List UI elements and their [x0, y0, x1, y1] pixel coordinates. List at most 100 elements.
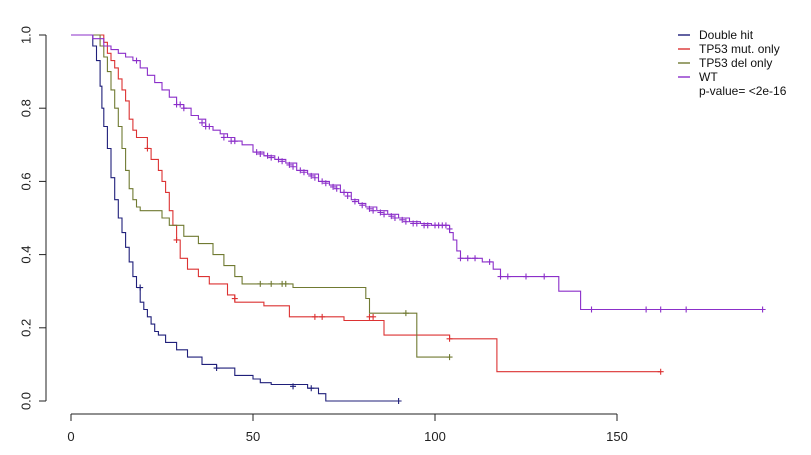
- legend-entry-wt: WT: [678, 70, 718, 84]
- censor-mark: [464, 255, 471, 262]
- censor-mark: [381, 211, 388, 218]
- y-tick-label: 0.0: [18, 392, 33, 410]
- censor-mark: [300, 169, 307, 176]
- censor-mark: [311, 174, 318, 181]
- p-value-annotation: p-value= <2e-16: [699, 84, 787, 98]
- censor-mark: [377, 209, 384, 216]
- censor-mark: [370, 207, 377, 214]
- censor-mark: [402, 218, 409, 225]
- legend: Double hit TP53 mut. only TP53 del only …: [678, 28, 787, 98]
- censor-mark: [683, 306, 690, 313]
- censor-mark: [133, 57, 140, 64]
- series-line-tp53-del-only: [71, 34, 450, 358]
- x-axis-ticks: 0 50 100 150: [67, 414, 628, 444]
- legend-label-wt: WT: [699, 70, 718, 84]
- censor-mark: [486, 258, 493, 265]
- legend-entry-tp53-del-only: TP53 del only: [678, 56, 772, 70]
- censor-mark: [395, 398, 402, 404]
- series-tp53-mut-only: [71, 34, 664, 375]
- censor-mark: [231, 138, 238, 145]
- censor-mark: [657, 368, 664, 375]
- censor-mark: [199, 119, 206, 126]
- censor-mark: [144, 145, 151, 152]
- censor-mark: [257, 280, 264, 287]
- censor-mark: [297, 167, 304, 174]
- censor-mark: [442, 222, 449, 229]
- censor-mark: [413, 220, 420, 227]
- censor-mark: [286, 161, 293, 168]
- censor-mark: [472, 255, 479, 262]
- legend-entry-tp53-mut-only: TP53 mut. only: [678, 42, 780, 56]
- censor-mark: [206, 123, 213, 130]
- censor-mark: [253, 149, 260, 156]
- censor-mark: [359, 202, 366, 209]
- censor-mark: [446, 335, 453, 342]
- y-tick-label: 0.4: [18, 246, 33, 264]
- censor-mark: [341, 189, 347, 196]
- censor-mark: [504, 273, 511, 280]
- censor-mark: [370, 313, 377, 320]
- censor-mark: [308, 172, 315, 179]
- x-tick-label: 0: [67, 429, 74, 444]
- censor-mark: [523, 273, 529, 280]
- legend-entry-double-hit: Double hit: [678, 28, 754, 42]
- censor-mark: [759, 306, 766, 313]
- series-double-hit: [71, 34, 402, 404]
- censor-mark: [344, 193, 351, 200]
- x-tick-label: 50: [246, 429, 260, 444]
- censor-mark: [657, 306, 664, 313]
- y-tick-label: 0.2: [18, 319, 33, 337]
- series-line-wt: [71, 34, 763, 311]
- censor-mark: [643, 306, 650, 313]
- y-tick-label: 0.8: [18, 99, 33, 117]
- series-line-tp53-mut-only: [71, 34, 661, 373]
- censor-mark: [391, 215, 398, 221]
- censor-mark: [333, 185, 340, 192]
- censor-mark: [290, 163, 297, 170]
- censor-mark: [268, 280, 275, 287]
- censor-mark: [351, 198, 358, 205]
- censor-mark: [319, 178, 326, 185]
- legend-label-tp53-mut-only: TP53 mut. only: [699, 42, 780, 56]
- censor-mark: [177, 101, 184, 108]
- plot-frame: [45, 35, 617, 415]
- censor-mark: [173, 236, 180, 243]
- censor-mark: [424, 222, 431, 229]
- censor-mark: [541, 273, 548, 280]
- y-tick-label: 1.0: [18, 26, 33, 44]
- censor-mark: [588, 306, 595, 313]
- censor-mark: [311, 313, 318, 320]
- legend-label-double-hit: Double hit: [699, 28, 754, 42]
- censor-mark: [399, 216, 406, 223]
- x-tick-label: 100: [424, 429, 446, 444]
- censor-mark: [319, 313, 326, 320]
- censor-mark: [366, 205, 373, 212]
- series-tp53-del-only: [71, 34, 453, 361]
- series-wt: [71, 34, 766, 313]
- censor-mark: [282, 280, 289, 287]
- x-tick-label: 150: [606, 429, 628, 444]
- censor-mark: [268, 154, 275, 161]
- censor-mark: [446, 225, 453, 232]
- censor-mark: [322, 180, 329, 187]
- censor-mark: [402, 310, 409, 317]
- censor-mark: [264, 152, 271, 159]
- censor-mark: [457, 255, 464, 262]
- censor-mark: [180, 105, 187, 112]
- censor-mark: [257, 150, 264, 157]
- series-layer: [71, 34, 766, 404]
- censor-mark: [330, 183, 337, 190]
- censor-mark: [497, 273, 504, 280]
- censor-mark: [275, 156, 282, 163]
- legend-label-tp53-del-only: TP53 del only: [699, 56, 772, 70]
- censor-mark: [290, 383, 297, 390]
- y-axis-ticks: 0.0 0.2 0.4 0.6 0.8 1.0: [18, 26, 46, 410]
- censor-mark: [137, 284, 144, 291]
- censor-mark: [279, 158, 286, 165]
- y-tick-label: 0.6: [18, 172, 33, 190]
- censor-mark: [220, 134, 227, 141]
- censor-mark: [308, 385, 315, 392]
- series-line-double-hit: [71, 34, 399, 402]
- censor-mark: [388, 213, 395, 220]
